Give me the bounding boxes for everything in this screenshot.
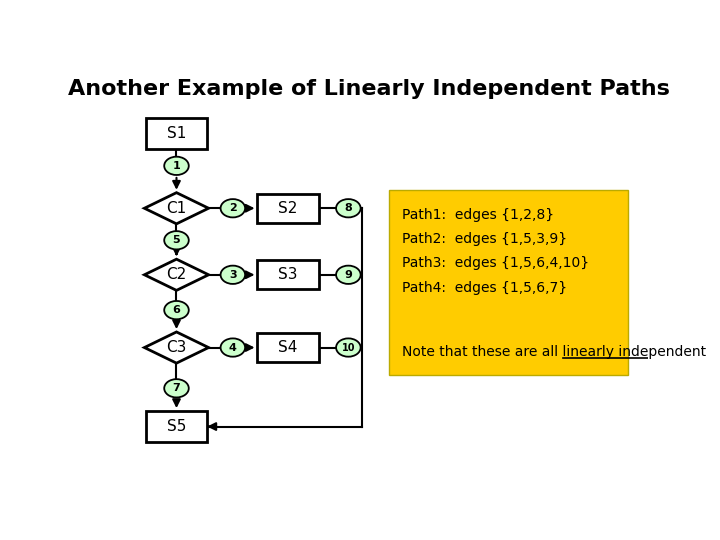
Text: Another Example of Linearly Independent Paths: Another Example of Linearly Independent … [68,79,670,99]
Text: Path3:  edges {1,5,6,4,10}: Path3: edges {1,5,6,4,10} [402,256,590,271]
Text: S1: S1 [167,126,186,141]
Circle shape [164,301,189,319]
Circle shape [164,379,189,397]
FancyBboxPatch shape [145,411,207,442]
Text: 7: 7 [173,383,181,393]
Text: S4: S4 [279,340,298,355]
Circle shape [336,199,361,218]
Text: 2: 2 [229,203,237,213]
Circle shape [336,266,361,284]
Text: S5: S5 [167,419,186,434]
Polygon shape [145,259,209,291]
Text: 4: 4 [229,342,237,353]
Polygon shape [145,193,209,224]
Text: 9: 9 [344,270,352,280]
Text: C2: C2 [166,267,186,282]
Circle shape [220,339,245,357]
Text: 5: 5 [173,235,180,245]
Text: Note that these are all linearly independent: Note that these are all linearly indepen… [402,345,706,359]
Text: C1: C1 [166,201,186,216]
Circle shape [164,157,189,175]
Text: 10: 10 [341,342,355,353]
FancyBboxPatch shape [258,260,319,289]
Text: 6: 6 [173,305,181,315]
Circle shape [336,339,361,357]
Circle shape [220,199,245,218]
FancyBboxPatch shape [258,194,319,223]
Text: Path2:  edges {1,5,3,9}: Path2: edges {1,5,3,9} [402,232,567,246]
Text: linearly independent: linearly independent [402,345,546,359]
Text: Path1:  edges {1,2,8}: Path1: edges {1,2,8} [402,208,554,222]
FancyBboxPatch shape [258,333,319,362]
Circle shape [220,266,245,284]
Text: 8: 8 [344,203,352,213]
Text: S3: S3 [279,267,298,282]
Text: Path4:  edges {1,5,6,7}: Path4: edges {1,5,6,7} [402,281,567,295]
FancyBboxPatch shape [145,118,207,149]
Text: S2: S2 [279,201,298,216]
Text: Note that these are all: Note that these are all [402,345,563,359]
Text: C3: C3 [166,340,186,355]
Polygon shape [145,332,209,363]
FancyBboxPatch shape [389,190,629,375]
Text: 1: 1 [173,161,181,171]
Text: 3: 3 [229,270,237,280]
Circle shape [164,231,189,249]
